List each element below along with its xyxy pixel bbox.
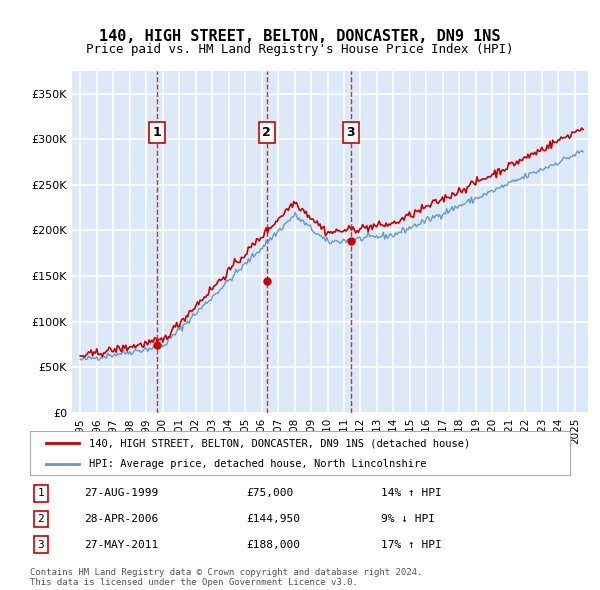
Text: £144,950: £144,950 xyxy=(246,514,300,524)
Text: HPI: Average price, detached house, North Lincolnshire: HPI: Average price, detached house, Nort… xyxy=(89,459,427,469)
Text: 1: 1 xyxy=(37,489,44,499)
Text: 1: 1 xyxy=(152,126,161,139)
Text: 140, HIGH STREET, BELTON, DONCASTER, DN9 1NS: 140, HIGH STREET, BELTON, DONCASTER, DN9… xyxy=(99,30,501,44)
Text: 9% ↓ HPI: 9% ↓ HPI xyxy=(381,514,435,524)
Text: 27-MAY-2011: 27-MAY-2011 xyxy=(84,540,158,550)
Text: 14% ↑ HPI: 14% ↑ HPI xyxy=(381,489,442,499)
Text: 28-APR-2006: 28-APR-2006 xyxy=(84,514,158,524)
Text: £75,000: £75,000 xyxy=(246,489,293,499)
Text: 2: 2 xyxy=(37,514,44,524)
Text: £188,000: £188,000 xyxy=(246,540,300,550)
Text: 140, HIGH STREET, BELTON, DONCASTER, DN9 1NS (detached house): 140, HIGH STREET, BELTON, DONCASTER, DN9… xyxy=(89,438,470,448)
Text: 27-AUG-1999: 27-AUG-1999 xyxy=(84,489,158,499)
Text: Contains HM Land Registry data © Crown copyright and database right 2024.
This d: Contains HM Land Registry data © Crown c… xyxy=(30,568,422,587)
Text: 2: 2 xyxy=(262,126,271,139)
Text: 3: 3 xyxy=(37,540,44,550)
Text: 17% ↑ HPI: 17% ↑ HPI xyxy=(381,540,442,550)
Text: 3: 3 xyxy=(346,126,355,139)
Text: Price paid vs. HM Land Registry's House Price Index (HPI): Price paid vs. HM Land Registry's House … xyxy=(86,43,514,56)
